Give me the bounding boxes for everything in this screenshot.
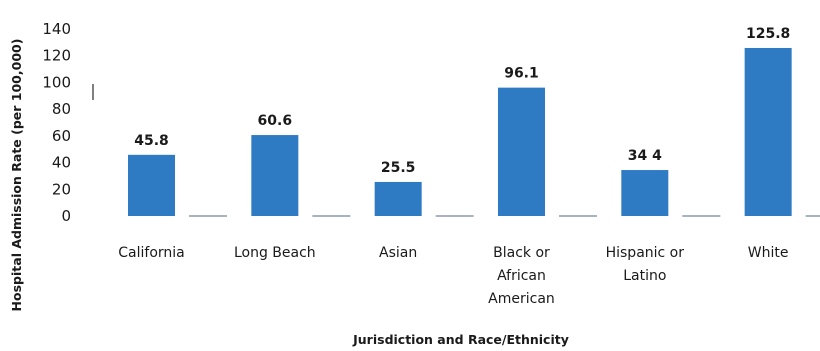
- bar: [128, 154, 175, 216]
- category-label-line: African: [497, 268, 546, 284]
- category-label-line: California: [118, 245, 184, 261]
- category-label: Hispanic or Latino: [606, 245, 685, 284]
- data-label: 25.5: [381, 160, 416, 176]
- category-label-line: Black or: [493, 245, 550, 261]
- y-tick-label: 20: [52, 180, 71, 198]
- y-tick-label: 80: [52, 100, 71, 118]
- bars: [128, 47, 792, 217]
- data-label: 96.1: [504, 66, 539, 82]
- y-axis-title: Hospital Admission Rate (per 100,000): [9, 39, 24, 312]
- category-label-line: Hispanic or: [606, 245, 685, 261]
- category-label-line: American: [488, 291, 555, 307]
- category-label: White: [748, 245, 789, 261]
- y-tick-label: 40: [52, 154, 71, 172]
- y-tick-label: 100: [42, 73, 71, 91]
- y-axis: Hospital Admission Rate (per 100,000) 0 2…: [9, 20, 94, 312]
- data-labels: 45.8 60.6 25.5 96.1 34 4 125.8: [134, 26, 790, 176]
- bar: [621, 170, 669, 216]
- category-label-line: Long Beach: [234, 245, 316, 261]
- category-labels: California Long Beach Asian Black or African…: [118, 245, 788, 307]
- data-label: 60.6: [258, 113, 293, 129]
- category-label-line: Asian: [379, 245, 417, 261]
- category-label-line: Latino: [623, 268, 666, 284]
- category-label: Asian: [379, 245, 417, 261]
- category-label: Black or African American: [488, 245, 555, 307]
- bar: [251, 135, 299, 216]
- x-axis-title: Jurisdiction and Race/Ethnicity: [352, 332, 569, 347]
- bar: [744, 47, 792, 216]
- bar: [374, 181, 422, 216]
- y-tick-label: 120: [42, 47, 71, 65]
- category-label-line: White: [748, 245, 789, 261]
- y-tick-label: 60: [52, 127, 71, 145]
- category-label: Long Beach: [234, 245, 316, 261]
- category-label: California: [118, 245, 184, 261]
- y-tick-label: 0: [61, 207, 71, 225]
- y-tick-labels: 0 20 40 60 80 100 120 140: [42, 20, 71, 225]
- data-label: 125.8: [746, 26, 790, 42]
- y-tick-label: 140: [42, 20, 71, 38]
- data-label: 34 4: [628, 148, 662, 164]
- bar: [497, 87, 545, 217]
- data-label: 45.8: [134, 133, 169, 149]
